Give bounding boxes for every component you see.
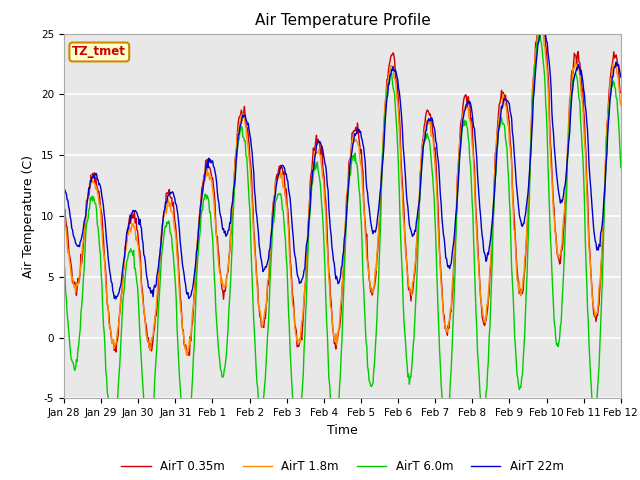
- AirT 22m: [128, 210, 136, 216]
- Line: AirT 0.35m: AirT 0.35m: [64, 12, 621, 355]
- Line: AirT 6.0m: AirT 6.0m: [64, 35, 621, 442]
- AirT 0.35m: [537, 10, 545, 15]
- Line: AirT 22m: AirT 22m: [64, 25, 621, 299]
- AirT 22m: [185, 296, 193, 301]
- AirT 22m: [539, 22, 547, 28]
- AirT 0.35m: [411, 270, 419, 276]
- AirT 1.8m: [60, 215, 68, 220]
- AirT 22m: [112, 296, 120, 302]
- AirT 0.35m: [428, 117, 435, 123]
- AirT 22m: [617, 74, 625, 80]
- AirT 6.0m: [536, 32, 543, 37]
- AirT 22m: [214, 196, 222, 202]
- AirT 0.35m: [127, 213, 135, 218]
- AirT 0.35m: [214, 247, 222, 252]
- AirT 1.8m: [214, 255, 222, 261]
- AirT 6.0m: [294, 439, 301, 444]
- Text: TZ_tmet: TZ_tmet: [72, 46, 126, 59]
- AirT 22m: [60, 186, 68, 192]
- AirT 22m: [411, 228, 419, 233]
- AirT 1.8m: [185, 346, 193, 352]
- AirT 0.35m: [60, 205, 68, 211]
- AirT 6.0m: [214, 331, 221, 336]
- AirT 6.0m: [184, 434, 192, 440]
- AirT 0.35m: [184, 352, 192, 358]
- AirT 0.35m: [70, 281, 78, 287]
- AirT 6.0m: [411, 317, 419, 323]
- X-axis label: Time: Time: [327, 424, 358, 437]
- AirT 1.8m: [428, 133, 435, 139]
- AirT 6.0m: [127, 248, 135, 254]
- Y-axis label: Air Temperature (C): Air Temperature (C): [22, 155, 35, 277]
- AirT 6.0m: [428, 156, 435, 162]
- AirT 1.8m: [183, 353, 191, 359]
- AirT 1.8m: [617, 102, 625, 108]
- AirT 0.35m: [617, 90, 625, 96]
- AirT 1.8m: [70, 284, 78, 290]
- Title: Air Temperature Profile: Air Temperature Profile: [255, 13, 430, 28]
- AirT 6.0m: [617, 165, 625, 170]
- AirT 1.8m: [536, 16, 543, 22]
- Line: AirT 1.8m: AirT 1.8m: [64, 19, 621, 356]
- AirT 0.35m: [186, 352, 193, 358]
- AirT 6.0m: [70, 365, 78, 371]
- AirT 22m: [70, 235, 78, 240]
- AirT 6.0m: [60, 259, 68, 264]
- Legend: AirT 0.35m, AirT 1.8m, AirT 6.0m, AirT 22m: AirT 0.35m, AirT 1.8m, AirT 6.0m, AirT 2…: [116, 456, 568, 478]
- AirT 22m: [428, 115, 435, 121]
- AirT 1.8m: [127, 226, 135, 232]
- AirT 1.8m: [411, 264, 419, 270]
